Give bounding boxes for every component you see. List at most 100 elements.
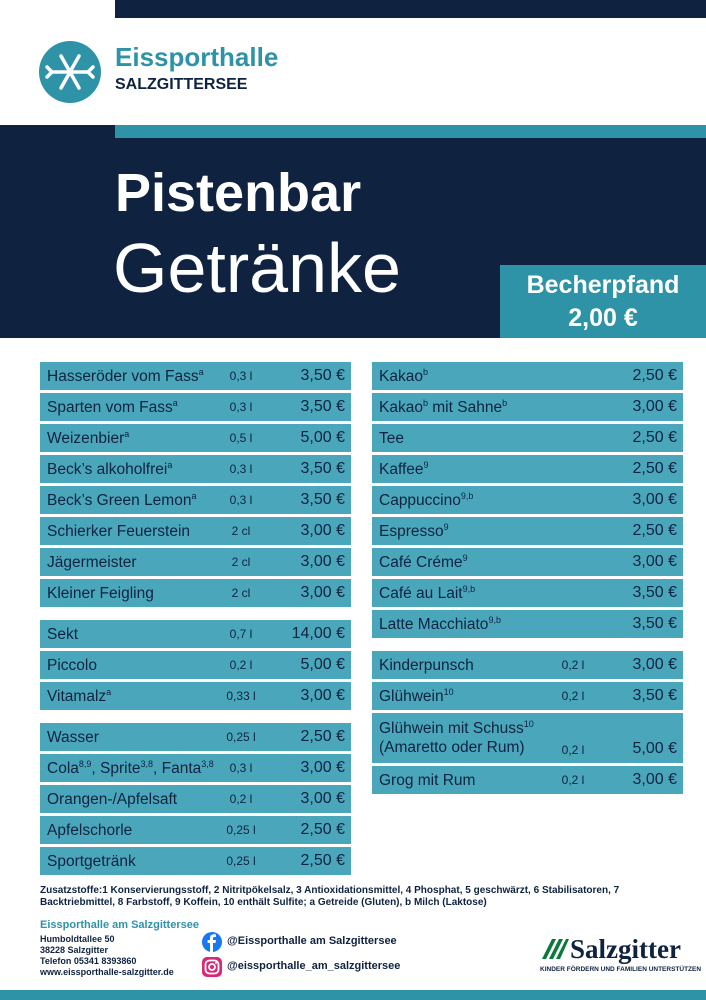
brand: Eissporthalle bbox=[115, 42, 279, 72]
item-name: Grog mit Rum bbox=[379, 771, 547, 790]
menu-row: Weizenbiera 0,5 l 5,00 € bbox=[40, 424, 351, 452]
item-size: 0,3 l bbox=[229, 462, 253, 476]
menu-row: Kinderpunsch 0,2 l 3,00 € bbox=[372, 651, 683, 679]
sponsor-mark bbox=[542, 939, 569, 959]
additive-ref: 3,8 bbox=[140, 758, 154, 769]
item-name-line: (Amaretto oder Rum) bbox=[379, 739, 525, 756]
item-name-line: Tee bbox=[379, 429, 599, 448]
item-price: 3,50 € bbox=[300, 367, 345, 384]
bottom-strip bbox=[0, 990, 706, 1000]
item-size: 0,2 l bbox=[229, 792, 253, 806]
item-name: Tee bbox=[379, 429, 599, 448]
menu-row: Jägermeister 2 cl 3,00 € bbox=[40, 548, 351, 576]
item-name: Beck’s Green Lemona bbox=[47, 491, 215, 510]
item-name: Orangen-/Apfelsaft bbox=[47, 790, 215, 809]
item-price: 2,50 € bbox=[632, 367, 677, 384]
item-name-line: Cappuccino9,b bbox=[379, 491, 599, 510]
name-text: Apfelschorle bbox=[47, 821, 133, 839]
item-price: 3,00 € bbox=[300, 553, 345, 570]
name-text: Grog mit Rum bbox=[379, 771, 476, 789]
name-text: Vitamalz bbox=[47, 687, 107, 705]
item-name-line: Beck’s alkoholfreia bbox=[47, 460, 215, 479]
item-name: Beck’s alkoholfreia bbox=[47, 460, 215, 479]
item-name: Kinderpunsch bbox=[379, 656, 547, 675]
item-name: Café Créme9 bbox=[379, 553, 599, 572]
item-name-line: Beck’s Green Lemona bbox=[47, 491, 215, 510]
menu-row: Café Créme9 3,00 € bbox=[372, 548, 683, 576]
address-line: Telefon 05341 8393860 bbox=[40, 956, 137, 966]
menu-row: Sekt 0,7 l 14,00 € bbox=[40, 620, 351, 648]
menu-row: Piccolo 0,2 l 5,00 € bbox=[40, 651, 351, 679]
item-size: 0,3 l bbox=[229, 369, 253, 383]
item-price: 3,50 € bbox=[300, 460, 345, 477]
name-text: Weizenbier bbox=[47, 429, 125, 447]
item-size: 0,33 l bbox=[226, 689, 256, 703]
item-size: 0,5 l bbox=[229, 431, 253, 445]
item-size: 0,25 l bbox=[226, 730, 256, 744]
item-name-line: Café Créme9 bbox=[379, 553, 599, 572]
item-name: Kleiner Feigling bbox=[47, 584, 215, 603]
menu-row: Cola8,9, Sprite3,8, Fanta3,8 0,3 l 3,00 € bbox=[40, 754, 351, 782]
additive-ref: b bbox=[422, 397, 428, 408]
facebook-icon bbox=[202, 932, 222, 952]
item-name-line: Kaffee9 bbox=[379, 460, 599, 479]
item-size: 2 cl bbox=[231, 586, 251, 600]
name-text: Cappuccino bbox=[379, 491, 461, 509]
item-size: 0,25 l bbox=[226, 854, 256, 868]
item-price: 3,50 € bbox=[632, 687, 677, 704]
item-name-line: Hasseröder vom Fassa bbox=[47, 367, 215, 386]
address-line: www.eissporthalle-salzgitter.de bbox=[40, 967, 174, 977]
item-name: Jägermeister bbox=[47, 553, 215, 572]
item-name-line: Sportgetränk bbox=[47, 852, 215, 871]
additive-ref: 9 bbox=[462, 552, 468, 563]
item-name-line: Sparten vom Fassa bbox=[47, 398, 215, 417]
item-name-line: Piccolo bbox=[47, 656, 215, 675]
sponsor-slogan: KINDER FÖRDERN UND FAMILIEN UNTERSTÜTZEN bbox=[540, 966, 702, 973]
additive-ref: a bbox=[106, 686, 112, 697]
item-name-line: Café au Lait9,b bbox=[379, 584, 599, 603]
additive-ref: a bbox=[124, 428, 130, 439]
name-text: Beck’s Green Lemon bbox=[47, 491, 192, 509]
item-name-line: Glühwein10 bbox=[379, 687, 547, 706]
item-size: 2 cl bbox=[231, 524, 251, 538]
name-text: , Sprite bbox=[91, 759, 141, 777]
item-size: 0,2 l bbox=[561, 743, 585, 757]
item-name: Kakaob bbox=[379, 367, 599, 386]
additive-ref: 10 bbox=[523, 719, 534, 729]
menu-row: Kakaob 2,50 € bbox=[372, 362, 683, 390]
item-price: 3,00 € bbox=[632, 771, 677, 788]
name-text: Glühwein mit Schuss bbox=[379, 720, 524, 737]
item-name: Glühwein10 bbox=[379, 687, 547, 706]
item-name: Glühwein mit Schuss10 (Amaretto oder Rum) bbox=[379, 719, 547, 757]
deposit-price: 2,00 € bbox=[568, 304, 638, 332]
item-size: 2 cl bbox=[231, 555, 251, 569]
item-price: 3,00 € bbox=[632, 553, 677, 570]
item-name: Latte Macchiato9,b bbox=[379, 615, 599, 634]
item-price: 14,00 € bbox=[291, 625, 345, 642]
menu-row: Wasser 0,25 l 2,50 € bbox=[40, 723, 351, 751]
item-name: Sportgetränk bbox=[47, 852, 215, 871]
name-text: Glühwein bbox=[379, 687, 444, 705]
item-price: 3,00 € bbox=[300, 759, 345, 776]
additive-ref: 10 bbox=[443, 686, 454, 697]
deposit-box: Becherpfand 2,00 € bbox=[500, 265, 706, 338]
item-name: Cappuccino9,b bbox=[379, 491, 599, 510]
item-price: 3,50 € bbox=[300, 491, 345, 508]
item-size: 0,2 l bbox=[561, 689, 585, 703]
item-price: 2,50 € bbox=[632, 429, 677, 446]
additive-ref: b bbox=[502, 397, 508, 408]
hero-title: Pistenbar bbox=[115, 163, 362, 223]
menu-row: Vitamalza 0,33 l 3,00 € bbox=[40, 682, 351, 710]
name-text: Piccolo bbox=[47, 656, 97, 674]
item-price: 5,00 € bbox=[300, 656, 345, 673]
menu-row: Cappuccino9,b 3,00 € bbox=[372, 486, 683, 514]
item-name-line: Kinderpunsch bbox=[379, 656, 547, 675]
additive-ref: 9 bbox=[423, 459, 429, 470]
name-text: Latte Macchiato bbox=[379, 615, 489, 633]
menu-row: Schierker Feuerstein 2 cl 3,00 € bbox=[40, 517, 351, 545]
item-size: 0,3 l bbox=[229, 493, 253, 507]
item-price: 2,50 € bbox=[300, 728, 345, 745]
item-name: Wasser bbox=[47, 728, 215, 747]
item-name: Espresso9 bbox=[379, 522, 599, 541]
name-text: Jägermeister bbox=[47, 553, 137, 571]
